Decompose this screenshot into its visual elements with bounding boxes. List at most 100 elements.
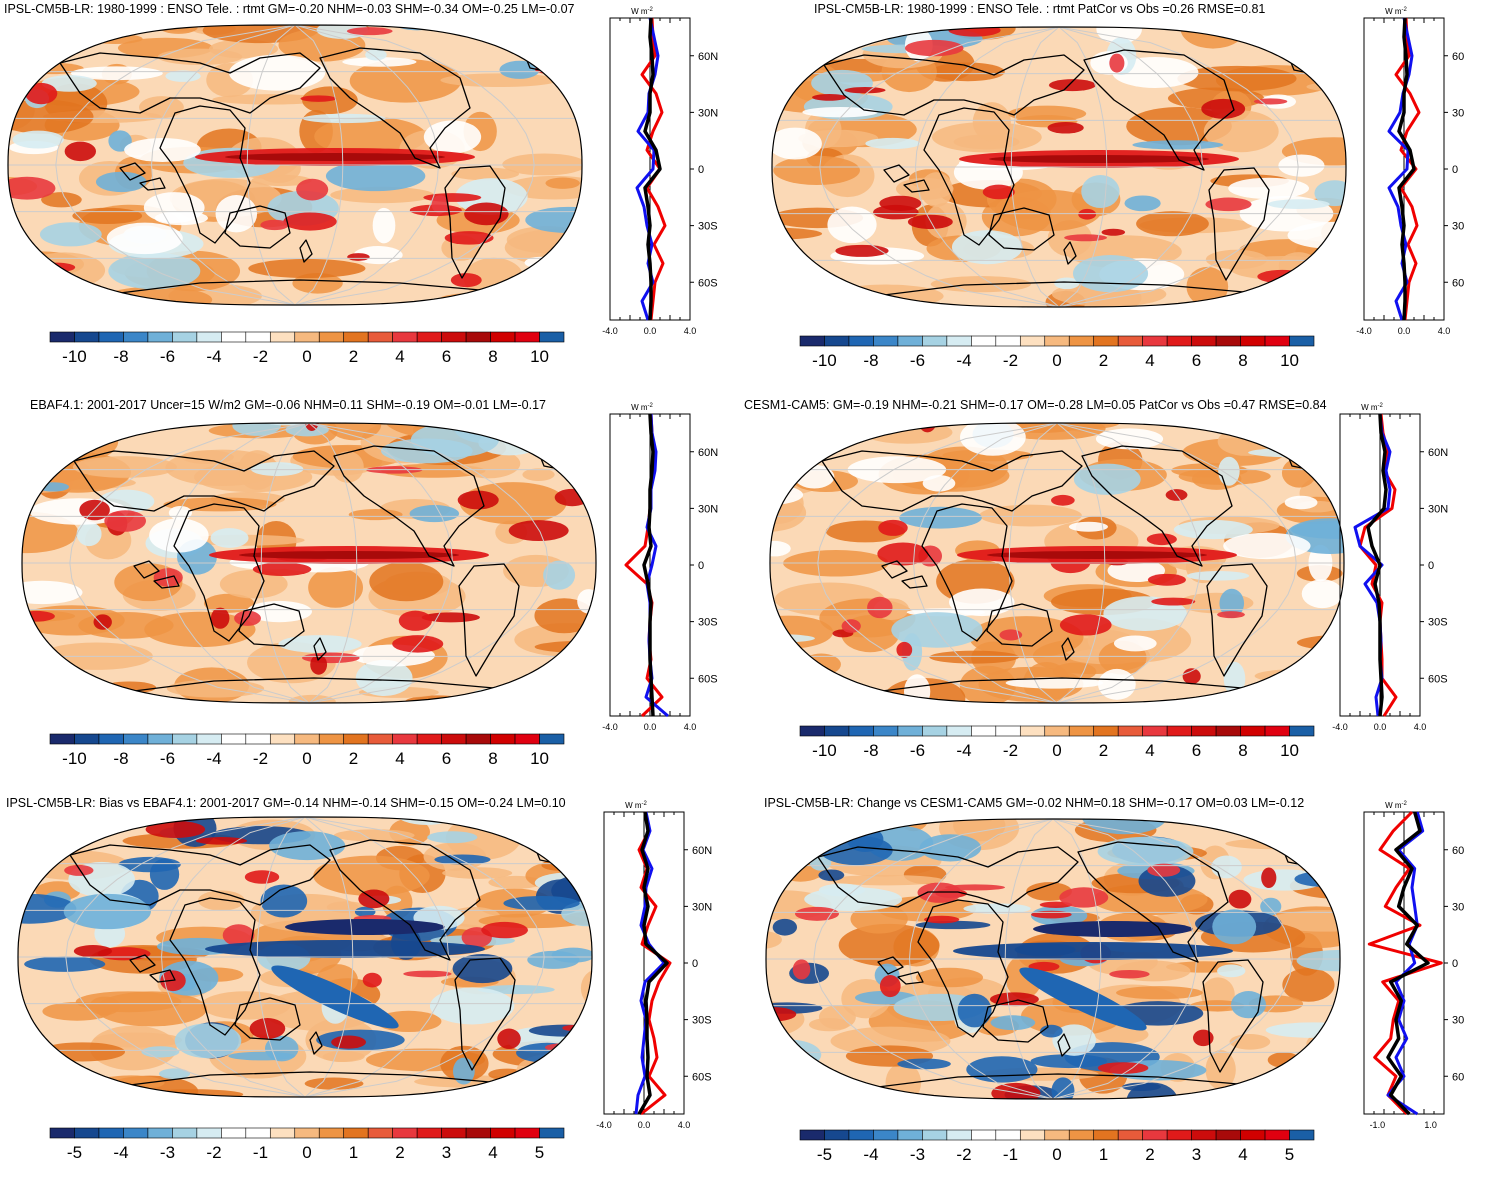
series-line-blue — [634, 811, 666, 1115]
field-patch — [1101, 228, 1126, 236]
panel-2: IPSL-CM5B-LR: 1980-1999 : ENSO Tele. : r… — [744, 0, 1488, 389]
colorbar-label: 8 — [1238, 741, 1247, 760]
colorbar-swatch — [392, 1127, 418, 1139]
colorbar-swatch — [367, 733, 393, 745]
colorbar-swatch — [98, 733, 124, 745]
field-patch — [106, 222, 183, 255]
field-patch — [818, 1005, 856, 1030]
field-patch — [905, 39, 964, 57]
colorbar-swatch — [1117, 725, 1143, 737]
colorbar-swatch — [490, 331, 516, 343]
field-patch — [854, 819, 886, 833]
field-patch — [1268, 199, 1330, 209]
field-patch — [18, 869, 37, 879]
field-patch — [260, 219, 289, 231]
field-patch — [527, 950, 580, 969]
coastline — [917, 899, 1009, 1038]
field-patch — [879, 974, 901, 998]
field-patch — [429, 987, 515, 1025]
panel-title: IPSL-CM5B-LR: 1980-1999 : ENSO Tele. : r… — [814, 2, 1266, 16]
field-patch — [1278, 154, 1325, 177]
coastline — [458, 563, 520, 677]
y-tick-label: 30S — [698, 617, 718, 629]
field-patch — [325, 160, 426, 192]
series-line-black — [637, 811, 669, 1115]
colorbar-swatch — [343, 1127, 369, 1139]
colorbar-swatch — [873, 1129, 899, 1141]
coastline — [1077, 841, 1229, 963]
field-patch — [1253, 98, 1288, 105]
field-patch — [1147, 863, 1181, 877]
coastline — [329, 839, 481, 961]
field-patch — [354, 906, 376, 917]
series-line-red — [1367, 810, 1443, 1116]
colorbar-swatch — [416, 331, 442, 343]
coastline — [319, 47, 471, 169]
field-patch — [1219, 588, 1245, 619]
colorbar-label: 8 — [488, 347, 497, 366]
x-tick-label: 4.0 — [684, 722, 697, 730]
field-patch — [8, 222, 18, 240]
colorbar-swatch — [971, 1129, 997, 1141]
graticule-meridian — [1004, 819, 1054, 1099]
colorbar-swatch — [490, 733, 516, 745]
field-patch — [96, 991, 208, 1027]
colorbar-label: 6 — [1192, 351, 1201, 370]
field-patch — [1225, 838, 1340, 850]
field-patch — [959, 665, 1016, 703]
colorbar-swatch — [74, 1127, 100, 1139]
robinson-map — [17, 816, 593, 1098]
field-patch — [766, 930, 782, 949]
field-patch — [409, 505, 460, 523]
colorbar-swatch — [897, 335, 923, 347]
x-tick-label: 0.0 — [638, 1120, 651, 1128]
field-patch — [12, 130, 64, 149]
coastline — [454, 957, 516, 1071]
map-field — [770, 423, 1344, 703]
field-patch — [1223, 532, 1311, 560]
y-tick-label: 60N — [692, 845, 712, 857]
graticule-meridian — [308, 423, 358, 703]
units-label: W m-2 — [1385, 801, 1407, 810]
panel-title: EBAF4.1: 2001-2017 Uncer=15 W/m2 GM=-0.0… — [30, 398, 546, 412]
field-patch — [844, 87, 886, 94]
field-patch — [232, 423, 281, 436]
colorbar-swatch — [343, 733, 369, 745]
graticule-meridian — [160, 817, 306, 1097]
colorbar-swatch — [1264, 1129, 1290, 1141]
y-tick-label: 30N — [692, 901, 712, 913]
coastline — [149, 969, 176, 983]
coastline — [159, 105, 251, 244]
coastline — [173, 503, 265, 642]
coastline — [877, 1073, 1239, 1088]
zonal-mean-plot: W m-2 60N 30N 0 30S 60S -4.0 0.0 4.0 — [1332, 403, 1448, 730]
map-outline — [771, 26, 1347, 308]
map-outline — [21, 422, 597, 704]
field-patch — [1132, 140, 1224, 150]
field-patch — [149, 858, 180, 890]
zonal-mean-plot: W m-2 60N 30N 0 30S 60S -4.0 0.0 4.0 — [596, 801, 712, 1128]
field-patch — [957, 993, 992, 1028]
colorbar-label: -8 — [113, 347, 128, 366]
field-patch — [283, 212, 337, 231]
field-patch — [907, 214, 953, 230]
y-tick-label: 30N — [698, 503, 718, 515]
colorbar-swatch — [49, 733, 75, 745]
colorbar-swatch — [897, 725, 923, 737]
y-tick-label: 60 — [1452, 277, 1464, 289]
x-tick-label: -4.0 — [602, 326, 618, 334]
field-patch — [457, 490, 499, 510]
field-patch — [18, 893, 77, 924]
field-patch — [209, 39, 278, 59]
coastline — [73, 450, 335, 512]
field-patch — [11, 236, 28, 250]
x-tick-label: 0.0 — [1374, 722, 1387, 730]
map-outline — [17, 816, 593, 1098]
colorbar-label: 4 — [1238, 1145, 1247, 1164]
field-patch — [110, 423, 162, 429]
field-patch — [960, 423, 1026, 456]
graticule-meridian — [304, 817, 545, 1097]
colorbar-swatch — [1142, 1129, 1168, 1141]
field-patch — [203, 593, 255, 613]
field-patch — [896, 641, 913, 658]
